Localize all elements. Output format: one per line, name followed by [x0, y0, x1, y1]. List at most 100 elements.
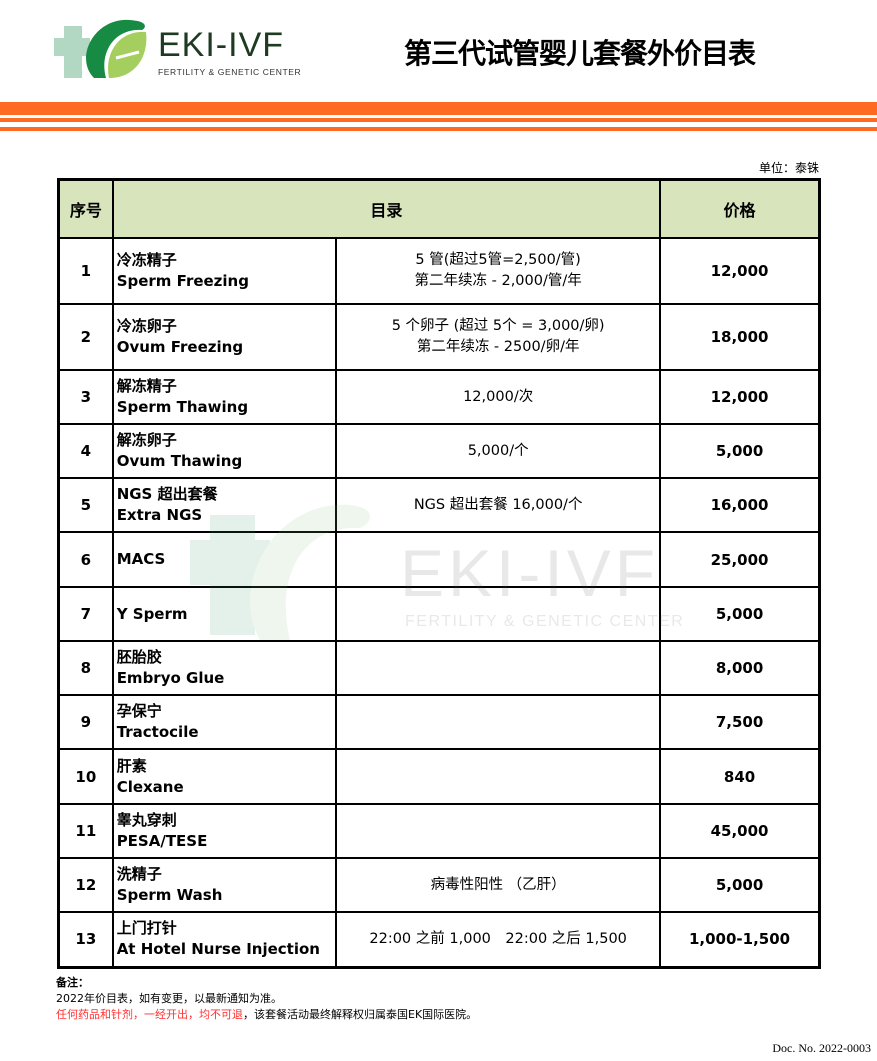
table-row: 8 胚胎胶 Embryo Glue 8,000 — [57, 640, 821, 696]
column-header-item: 目录 — [111, 178, 662, 239]
item-price: 840 — [659, 748, 821, 805]
header-stripe — [0, 118, 877, 122]
notes-line-2-rest: ，该套餐活动最终解释权归属泰国EK国际医院。 — [243, 1008, 478, 1021]
item-name-cn: NGS 超出套餐 — [116, 485, 218, 503]
row-number: 12 — [57, 857, 114, 913]
item-name-en: Sperm Wash — [116, 886, 223, 904]
item-price: 5,000 — [659, 857, 821, 913]
item-name-en: Embryo Glue — [116, 669, 225, 687]
notes-line-1: 2022年价目表，如有变更，以最新通知为准。 — [56, 992, 282, 1005]
item-name-cn: 孕保宁 — [116, 702, 162, 720]
item-name: 孕保宁 Tractocile — [111, 694, 338, 750]
item-name: 胚胎胶 Embryo Glue — [111, 640, 338, 696]
item-description: NGS 超出套餐 16,000/个 — [335, 477, 662, 533]
row-number: 11 — [57, 803, 114, 859]
description-line-1: 5,000/个 — [467, 442, 529, 459]
item-price: 5,000 — [659, 586, 821, 642]
item-name-cn: 洗精子 — [116, 865, 162, 883]
item-description: 病毒性阳性 （乙肝） — [335, 857, 662, 913]
table-row: 11 睾丸穿刺 PESA/TESE 45,000 — [57, 803, 821, 859]
item-description — [335, 694, 662, 750]
row-number: 3 — [57, 369, 114, 425]
price-table: 序号 目录 价格 1 冷冻精子 Sperm Freezing 5 管(超过5管=2,5… — [57, 178, 821, 969]
item-name-cn: 肝素 — [116, 756, 147, 775]
notes-line-2: 任何药品和针剂，一经开出，均不可退，该套餐活动最终解释权归属泰国EK国际医院。 — [56, 1007, 477, 1023]
item-name-cn: 解冻卵子 — [116, 431, 177, 449]
item-name: 洗精子 Sperm Wash — [111, 857, 338, 913]
item-name-en: Y Sperm — [116, 604, 188, 623]
item-name-en: Sperm Freezing — [116, 272, 249, 290]
row-number: 2 — [57, 303, 114, 371]
item-description — [335, 531, 662, 588]
row-number: 1 — [57, 237, 114, 305]
item-name-cn: 冷冻卵子 — [116, 317, 177, 335]
table-row: 5 NGS 超出套餐 Extra NGS NGS 超出套餐 16,000/个 16,00… — [57, 477, 821, 533]
item-price: 12,000 — [659, 369, 821, 425]
notes-label: 备注： — [56, 976, 89, 989]
item-name: 解冻卵子 Ovum Thawing — [111, 423, 338, 479]
item-name-en: Tractocile — [116, 723, 199, 741]
item-description: 22:00 之前 1,000 22:00 之后 1,500 — [335, 911, 662, 968]
item-name: 肝素 Clexane — [111, 748, 338, 805]
item-name-cn: 上门打针 — [116, 919, 177, 938]
item-price: 18,000 — [659, 303, 821, 371]
notes-warning: 任何药品和针剂，一经开出，均不可退 — [56, 1008, 243, 1021]
item-name-en: Sperm Thawing — [116, 398, 249, 416]
row-number: 13 — [57, 911, 114, 968]
item-name: 冷冻精子 Sperm Freezing — [111, 237, 338, 305]
logo-text: EKI-IVF — [158, 26, 285, 64]
header-stripe — [0, 102, 877, 115]
notes: 备注： 2022年价目表，如有变更，以最新通知为准。 任何药品和针剂，一经开出，… — [56, 975, 477, 1023]
header-stripe — [0, 127, 877, 131]
item-price: 45,000 — [659, 803, 821, 859]
column-header-number: 序号 — [57, 178, 114, 239]
item-name-en: Clexane — [116, 777, 184, 796]
item-name-en: Ovum Freezing — [116, 338, 244, 356]
item-name: 冷冻卵子 Ovum Freezing — [111, 303, 338, 371]
row-number: 7 — [57, 586, 114, 642]
table-row: 1 冷冻精子 Sperm Freezing 5 管(超过5管=2,500/管) 第二年续… — [57, 237, 821, 305]
table-row: 9 孕保宁 Tractocile 7,500 — [57, 694, 821, 750]
table-header-row: 序号 目录 价格 — [57, 178, 821, 239]
table-row: 13 上门打针 At Hotel Nurse Injection 22:00 之前 1… — [57, 911, 821, 968]
item-description — [335, 586, 662, 642]
description-line-1: 5 个卵子 (超过 5个 = 3,000/卵) — [391, 318, 605, 334]
item-name: 睾丸穿刺 PESA/TESE — [111, 803, 338, 859]
item-price: 5,000 — [659, 423, 821, 479]
row-number: 10 — [57, 748, 114, 805]
row-number: 9 — [57, 694, 114, 750]
item-description — [335, 803, 662, 859]
row-number: 5 — [57, 477, 114, 533]
item-name-en: Extra NGS — [116, 506, 203, 524]
row-number: 8 — [57, 640, 114, 696]
row-number: 4 — [57, 423, 114, 479]
description-line-1: 5 管(超过5管=2,500/管) — [415, 252, 581, 268]
item-name: NGS 超出套餐 Extra NGS — [111, 477, 338, 533]
column-header-price: 价格 — [659, 178, 821, 239]
item-name-cn: 解冻精子 — [116, 377, 177, 395]
item-description: 5,000/个 — [335, 423, 662, 479]
item-price: 25,000 — [659, 531, 821, 588]
item-name-en: At Hotel Nurse Injection — [116, 940, 320, 959]
item-description — [335, 748, 662, 805]
table-row: 4 解冻卵子 Ovum Thawing 5,000/个 5,000 — [57, 423, 821, 479]
item-name-cn: 冷冻精子 — [116, 251, 177, 269]
item-name: Y Sperm — [111, 586, 338, 642]
description-line-1: 病毒性阳性 （乙肝） — [430, 876, 566, 893]
item-price: 8,000 — [659, 640, 821, 696]
item-description: 5 管(超过5管=2,500/管) 第二年续冻 - 2,000/管/年 — [335, 237, 662, 305]
item-name: 解冻精子 Sperm Thawing — [111, 369, 338, 425]
table-row: 12 洗精子 Sperm Wash 病毒性阳性 （乙肝） 5,000 — [57, 857, 821, 913]
item-name: MACS — [111, 531, 338, 588]
item-price: 16,000 — [659, 477, 821, 533]
item-price: 12,000 — [659, 237, 821, 305]
item-name-en: MACS — [116, 550, 166, 568]
page-title: 第三代试管婴儿套餐外价目表 — [404, 37, 756, 70]
row-number: 6 — [57, 531, 114, 588]
document-number: Doc. No. 2022-0003 — [772, 1041, 871, 1055]
table-row: 10 肝素 Clexane 840 — [57, 748, 821, 805]
table-row: 3 解冻精子 Sperm Thawing 12,000/次 12,000 — [57, 369, 821, 425]
description-line-1: NGS 超出套餐 16,000/个 — [413, 496, 583, 513]
table-row: 6 MACS 25,000 — [57, 531, 821, 588]
